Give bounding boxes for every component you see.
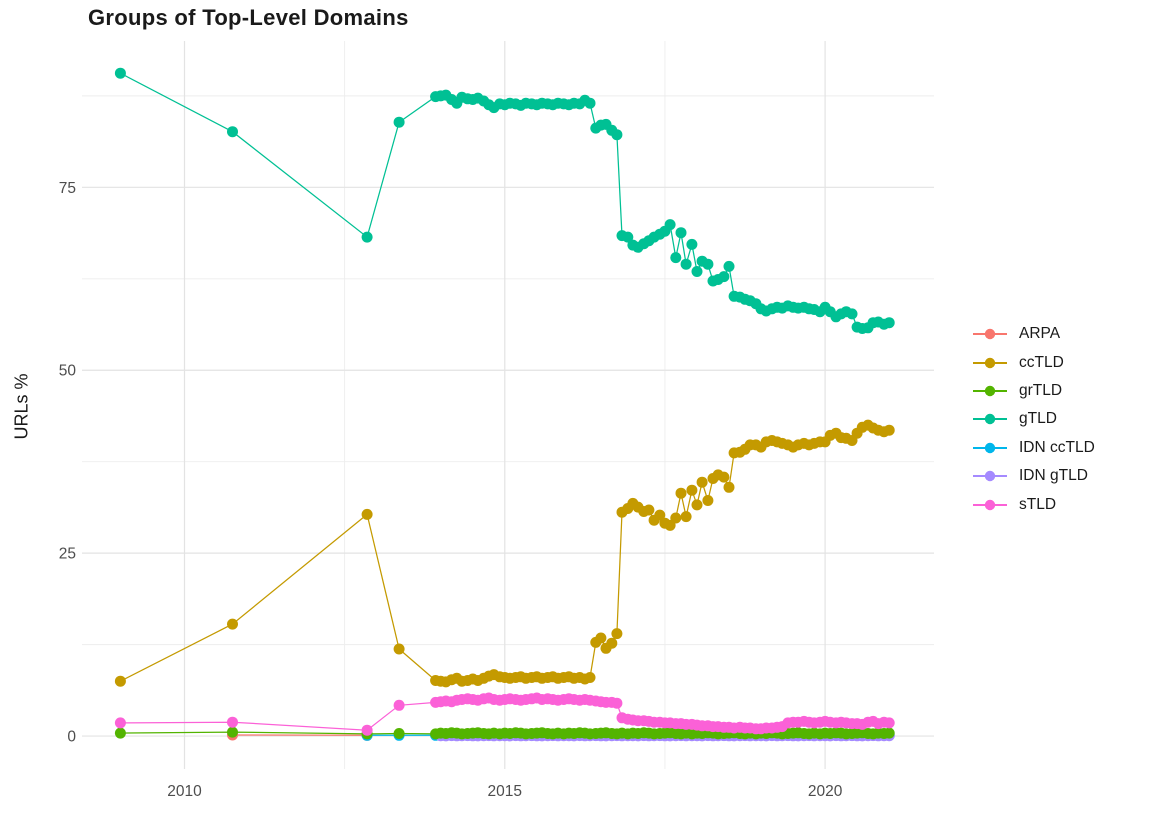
y-tick-label: 75 xyxy=(59,180,76,197)
data-point xyxy=(883,727,895,739)
data-point xyxy=(361,231,373,243)
data-point xyxy=(670,252,682,264)
legend-key-icon xyxy=(973,414,1007,425)
data-point xyxy=(611,697,623,709)
data-point xyxy=(393,728,405,739)
data-point xyxy=(643,504,655,516)
legend-item-idn-cctld: IDN ccTLD xyxy=(972,434,1095,462)
data-point xyxy=(114,67,126,79)
data-point xyxy=(670,512,682,524)
legend-label: ARPA xyxy=(1019,325,1061,343)
data-point xyxy=(606,637,618,649)
legend-item-idn-gtld: IDN gTLD xyxy=(972,462,1095,490)
legend-key-icon xyxy=(973,470,1007,482)
series-arpa xyxy=(227,729,373,741)
data-point xyxy=(611,129,623,141)
data-point xyxy=(702,495,714,506)
data-point xyxy=(622,231,634,243)
data-point xyxy=(654,509,666,521)
data-point xyxy=(691,499,703,511)
data-point xyxy=(883,424,895,436)
data-point xyxy=(686,238,698,250)
data-point xyxy=(675,487,687,499)
data-point xyxy=(361,724,373,736)
legend-label: IDN gTLD xyxy=(1019,467,1088,485)
data-point xyxy=(723,260,735,272)
legend-item-stld: sTLD xyxy=(972,490,1095,518)
legend-label: ccTLD xyxy=(1019,353,1064,371)
data-point xyxy=(227,126,238,138)
x-tick-label: 2020 xyxy=(808,783,843,800)
data-point xyxy=(675,227,687,239)
data-point xyxy=(846,308,858,320)
data-point xyxy=(723,481,735,493)
data-point xyxy=(227,618,238,630)
legend-key-icon xyxy=(973,499,1007,510)
data-point xyxy=(393,699,405,711)
data-point xyxy=(664,519,676,531)
data-point xyxy=(696,476,708,488)
series-grtld xyxy=(114,726,895,740)
data-point xyxy=(227,726,238,738)
data-point xyxy=(680,258,692,270)
x-tick-label: 2010 xyxy=(167,783,202,800)
legend-label: gTLD xyxy=(1019,410,1057,428)
y-tick-label: 25 xyxy=(59,546,76,563)
data-point xyxy=(114,675,126,687)
data-point xyxy=(114,727,126,739)
data-point xyxy=(393,116,405,128)
y-tick-label: 0 xyxy=(67,729,76,746)
x-tick-label: 2015 xyxy=(488,783,522,800)
legend-label: grTLD xyxy=(1019,381,1063,399)
series-cctld xyxy=(114,419,895,688)
data-point xyxy=(361,508,373,520)
legend-item-gtld: gTLD xyxy=(972,405,1095,433)
data-point xyxy=(883,717,895,729)
legend-label: sTLD xyxy=(1019,495,1057,513)
data-point xyxy=(680,511,692,523)
data-point xyxy=(702,258,714,270)
legend-item-cctld: ccTLD xyxy=(972,348,1095,376)
legend-item-arpa: ARPA xyxy=(972,320,1095,348)
legend-key-icon xyxy=(973,442,1007,453)
data-point xyxy=(718,271,730,283)
data-point xyxy=(595,632,607,644)
legend-key-icon xyxy=(973,328,1007,340)
data-point xyxy=(611,628,623,640)
series-gtld xyxy=(114,67,895,334)
data-point xyxy=(691,266,703,277)
legend-item-grtld: grTLD xyxy=(972,377,1095,405)
y-tick-label: 50 xyxy=(59,363,77,380)
series-stld xyxy=(114,692,895,736)
legend-label: IDN ccTLD xyxy=(1019,438,1095,456)
data-point xyxy=(883,317,895,329)
legend-key-icon xyxy=(973,357,1007,368)
chart-title: Groups of Top-Level Domains xyxy=(88,5,409,30)
data-point xyxy=(584,97,596,109)
data-point xyxy=(393,643,405,655)
data-point xyxy=(584,672,596,683)
legend: ARPA ccTLD grTLD gTLD IDN ccTLD IDN gTLD sTLD xyxy=(972,320,1095,519)
data-point xyxy=(114,717,126,729)
data-point xyxy=(718,471,730,483)
data-point xyxy=(686,484,698,496)
data-point xyxy=(227,716,238,728)
legend-key-icon xyxy=(973,385,1007,397)
data-point xyxy=(664,219,676,231)
